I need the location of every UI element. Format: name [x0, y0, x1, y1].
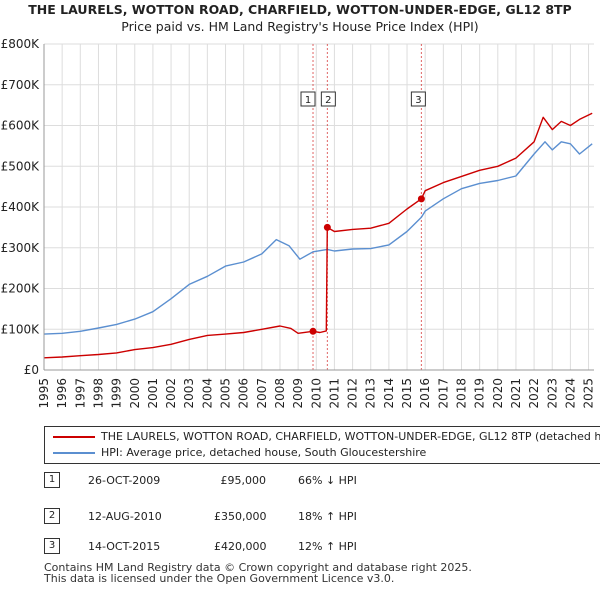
sale-price: £420,000 — [214, 540, 267, 553]
y-tick-label: £600K — [1, 119, 41, 133]
x-tick-label: 2024 — [563, 378, 577, 409]
sale-hpi-change: 66% ↓ HPI — [298, 474, 357, 487]
x-tick-label: 2008 — [273, 378, 287, 409]
x-tick-label: 2017 — [436, 378, 450, 409]
legend: THE LAURELS, WOTTON ROAD, CHARFIELD, WOT… — [44, 426, 600, 464]
sale-price: £95,000 — [220, 474, 267, 487]
x-tick-label: 2007 — [255, 378, 269, 409]
sale-marker-label: 1 — [44, 472, 60, 488]
x-tick-label: 2005 — [219, 378, 233, 409]
x-tick-label: 2006 — [237, 378, 251, 409]
chart-title: THE LAURELS, WOTTON ROAD, CHARFIELD, WOT… — [28, 2, 572, 17]
x-tick-label: 2001 — [146, 378, 160, 409]
sale-marker-label: 2 — [44, 508, 60, 524]
x-tick-label: 1995 — [37, 378, 51, 409]
legend-property-label: THE LAURELS, WOTTON ROAD, CHARFIELD, WOT… — [101, 430, 600, 443]
x-tick-label: 1999 — [110, 378, 124, 409]
sale-hpi-change: 18% ↑ HPI — [298, 510, 357, 523]
sale-date: 12-AUG-2010 — [88, 510, 162, 523]
legend-hpi-line — [53, 452, 95, 454]
x-tick-label: 2019 — [473, 378, 487, 409]
sale-3-label-box — [410, 91, 426, 107]
x-tick-label: 2021 — [509, 378, 523, 409]
x-tick-label: 2014 — [382, 378, 396, 409]
sale-marker-label: 3 — [44, 538, 60, 554]
x-tick-label: 2000 — [128, 378, 142, 409]
y-tick-label: £200K — [1, 282, 41, 296]
x-tick-label: 1996 — [55, 378, 69, 409]
x-tick-label: 2022 — [527, 378, 541, 409]
x-tick-label: 2010 — [309, 378, 323, 409]
legend-item-property: THE LAURELS, WOTTON ROAD, CHARFIELD, WOT… — [45, 429, 600, 445]
y-tick-label: £700K — [1, 78, 41, 92]
x-tick-label: 2015 — [400, 378, 414, 409]
sale-date: 14-OCT-2015 — [88, 540, 161, 553]
sale-row: 2 12-AUG-2010 £350,000 18% ↑ HPI — [0, 506, 600, 526]
sale-price: £350,000 — [214, 510, 267, 523]
sale-2-label-box — [320, 91, 336, 107]
x-tick-label: 2011 — [327, 378, 341, 409]
x-tick-label: 2020 — [491, 378, 505, 409]
sale-2-point — [323, 223, 331, 231]
x-tick-label: 2023 — [545, 378, 559, 409]
legend-item-hpi: HPI: Average price, detached house, Sout… — [45, 445, 600, 461]
sale-row: 1 26-OCT-2009 £95,000 66% ↓ HPI — [0, 470, 600, 490]
price-chart: £0 £100K £200K £300K £400K £500K £600K £700K £80… — [1, 37, 596, 409]
y-tick-label: £500K — [1, 159, 41, 173]
y-tick-label: £800K — [1, 37, 41, 51]
x-tick-label: 1998 — [91, 378, 105, 409]
legend-property-line — [53, 436, 95, 438]
sale-2-label: 2 — [325, 95, 331, 106]
x-tick-label: 2004 — [200, 378, 214, 409]
sale-row: 3 14-OCT-2015 £420,000 12% ↑ HPI — [0, 536, 600, 556]
y-tick-label: £0 — [24, 363, 39, 377]
chart-subtitle: Price paid vs. HM Land Registry's House … — [121, 19, 479, 34]
x-tick-label: 2012 — [346, 378, 360, 409]
sale-1-label-box — [300, 91, 316, 107]
sale-1-label: 1 — [305, 95, 311, 106]
footer-licence: This data is licensed under the Open Gov… — [44, 572, 395, 585]
sale-date: 26-OCT-2009 — [88, 474, 161, 487]
x-tick-label: 2025 — [582, 378, 596, 409]
footer-copyright: Contains HM Land Registry data © Crown c… — [44, 561, 472, 574]
y-tick-label: £100K — [1, 322, 41, 336]
y-tick-label: £300K — [1, 241, 41, 255]
x-tick-label: 2013 — [364, 378, 378, 409]
x-tick-label: 2002 — [164, 378, 178, 409]
x-tick-label: 2016 — [418, 378, 432, 409]
sale-1-point — [309, 327, 317, 335]
sale-3-label: 3 — [415, 95, 421, 106]
y-tick-label: £400K — [1, 200, 41, 214]
sale-3-point — [417, 195, 425, 203]
x-tick-label: 2003 — [182, 378, 196, 409]
x-tick-label: 1997 — [73, 378, 87, 409]
footer: Contains HM Land Registry data © Crown c… — [44, 562, 472, 584]
x-tick-label: 2009 — [291, 378, 305, 409]
sale-hpi-change: 12% ↑ HPI — [298, 540, 357, 553]
x-tick-label: 2018 — [454, 378, 468, 409]
hpi-line — [43, 141, 593, 335]
legend-hpi-label: HPI: Average price, detached house, Sout… — [101, 446, 427, 459]
